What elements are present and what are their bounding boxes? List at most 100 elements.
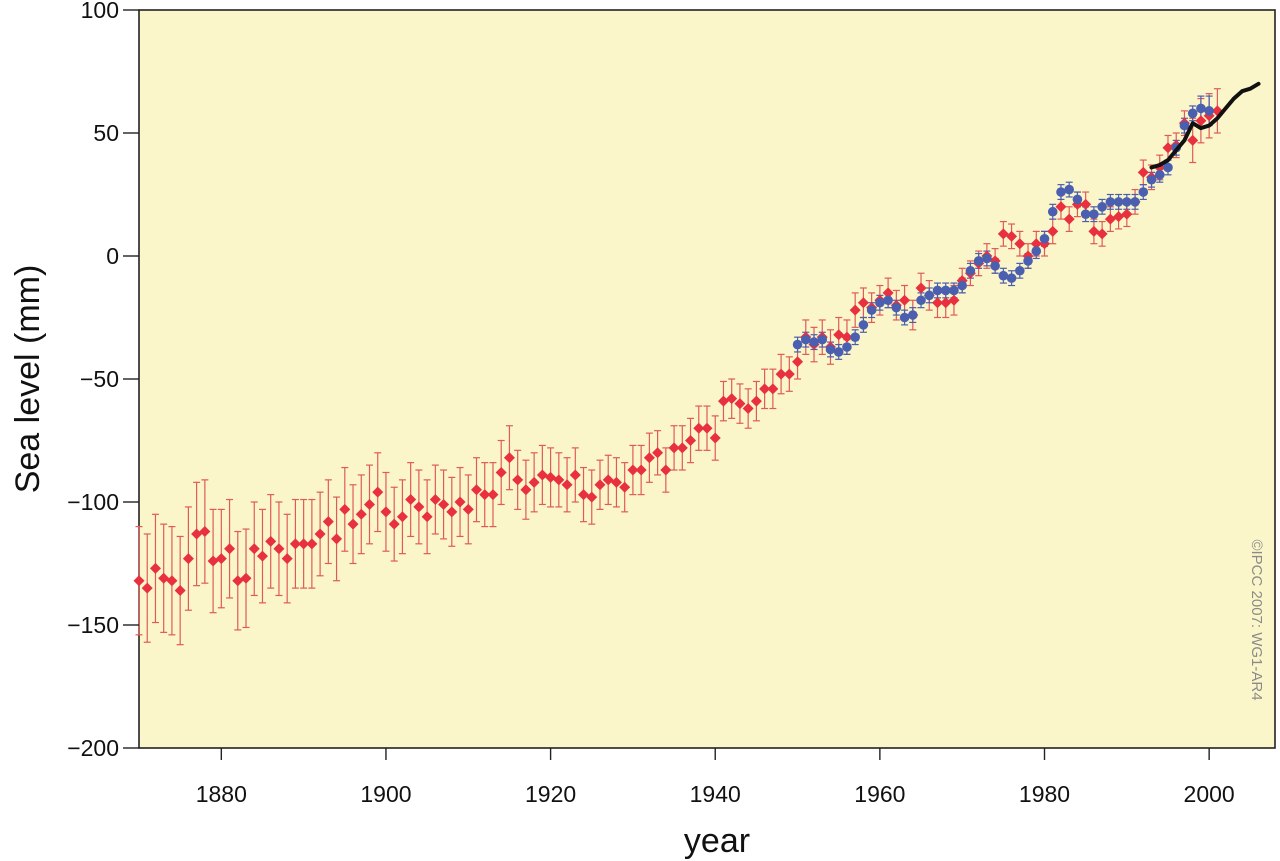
tide-gauge-reconstruction-point bbox=[907, 310, 918, 320]
tide-gauge-point bbox=[693, 422, 705, 434]
tide-gauge-reconstruction-point bbox=[1196, 103, 1206, 114]
tide-gauge-point bbox=[454, 496, 466, 508]
tide-gauge-point bbox=[915, 282, 927, 294]
tide-gauge-point bbox=[775, 368, 787, 380]
tide-gauge-point bbox=[438, 498, 450, 510]
tide-gauge-point bbox=[602, 474, 614, 486]
tide-gauge-reconstruction-point bbox=[800, 334, 811, 345]
tide-gauge-point bbox=[783, 368, 795, 380]
tide-gauge-point bbox=[405, 494, 417, 506]
tide-gauge-reconstruction-point bbox=[866, 305, 877, 315]
tide-gauge-reconstruction-point bbox=[1047, 206, 1058, 217]
tide-gauge-point bbox=[1121, 208, 1133, 220]
tide-gauge-reconstruction-point bbox=[1179, 120, 1190, 131]
tide-gauge-point bbox=[553, 474, 565, 486]
tide-gauge-point bbox=[841, 331, 853, 343]
tide-gauge-point bbox=[224, 543, 236, 555]
tide-gauge-point bbox=[281, 553, 293, 565]
tide-gauge-reconstruction-point bbox=[842, 342, 852, 352]
tide-gauge-reconstruction-point bbox=[1187, 108, 1198, 119]
tide-gauge-point bbox=[413, 501, 425, 513]
tide-gauge-point bbox=[701, 422, 713, 434]
tide-gauge-reconstruction-point bbox=[891, 302, 902, 313]
tide-gauge-point bbox=[726, 393, 738, 405]
y-axis-title: Sea level (mm) bbox=[9, 265, 47, 494]
tide-gauge-point bbox=[306, 538, 318, 550]
tide-gauge-reconstruction-point bbox=[1056, 187, 1066, 197]
tide-gauge-point bbox=[833, 329, 845, 341]
tide-gauge-point bbox=[215, 553, 227, 565]
tide-gauge-reconstruction-point bbox=[1039, 233, 1050, 244]
tide-gauge-point bbox=[528, 476, 540, 488]
tide-gauge-point bbox=[1063, 213, 1075, 225]
tide-gauge-point bbox=[1047, 225, 1059, 237]
tide-gauge-point bbox=[750, 395, 762, 407]
tide-gauge-point bbox=[545, 471, 557, 483]
tide-gauge-point bbox=[158, 572, 170, 584]
tide-gauge-reconstruction-point bbox=[1122, 197, 1132, 207]
tide-gauge-point bbox=[1080, 198, 1092, 210]
tide-gauge-point bbox=[191, 528, 203, 540]
tide-gauge-point bbox=[273, 543, 285, 555]
tide-gauge-point bbox=[1195, 115, 1207, 127]
tide-gauge-point bbox=[709, 432, 721, 444]
tide-gauge-point bbox=[940, 297, 952, 309]
x-tick-label: 1900 bbox=[360, 781, 411, 807]
tide-gauge-point bbox=[363, 498, 375, 510]
tide-gauge-reconstruction-point bbox=[1023, 256, 1033, 266]
tide-gauge-point bbox=[1113, 211, 1125, 223]
tide-gauge-reconstruction-point bbox=[883, 295, 893, 306]
tide-gauge-point bbox=[289, 538, 301, 550]
tide-gauge-point bbox=[660, 464, 672, 476]
x-tick-label: 1960 bbox=[854, 781, 905, 807]
tide-gauge-reconstruction-point bbox=[957, 280, 967, 291]
tide-gauge-point bbox=[668, 442, 680, 454]
tide-gauge-reconstruction-point bbox=[1130, 197, 1140, 207]
tide-gauge-point bbox=[182, 553, 194, 565]
x-tick-label: 1880 bbox=[196, 781, 247, 807]
tide-gauge-point bbox=[1014, 238, 1026, 250]
tide-gauge-point bbox=[396, 511, 408, 523]
tide-gauge-point bbox=[446, 506, 458, 518]
tide-gauge-point bbox=[479, 489, 491, 501]
tide-gauge-point bbox=[997, 228, 1009, 240]
tide-gauge-reconstruction-point bbox=[899, 312, 910, 323]
tide-gauge-point bbox=[174, 585, 186, 597]
tide-gauge-point bbox=[569, 469, 581, 481]
tide-gauge-reconstruction-point bbox=[1015, 265, 1025, 276]
tide-gauge-point bbox=[199, 526, 211, 538]
tide-gauge-point bbox=[248, 543, 260, 555]
tide-gauge-point bbox=[487, 489, 499, 501]
tide-gauge-point bbox=[240, 572, 252, 584]
tide-gauge-point bbox=[1030, 238, 1042, 250]
tide-gauge-point bbox=[610, 476, 622, 488]
tide-gauge-point bbox=[166, 575, 178, 587]
tide-gauge-point bbox=[536, 469, 548, 481]
tide-gauge-point bbox=[742, 403, 754, 415]
y-axis: −200 −150 −100 −50 0 50 100 bbox=[67, 0, 139, 761]
tide-gauge-reconstruction-point bbox=[1031, 246, 1042, 256]
tide-gauge-reconstruction-point bbox=[924, 290, 935, 301]
tide-gauge-reconstruction-point bbox=[916, 295, 926, 306]
tide-gauge-point bbox=[857, 297, 869, 309]
tide-gauge-point bbox=[339, 503, 351, 515]
tide-gauge-point bbox=[643, 452, 655, 464]
y-tick-label: −100 bbox=[67, 489, 119, 515]
tide-gauge-point bbox=[355, 508, 367, 520]
tide-gauge-point bbox=[1187, 134, 1199, 146]
tide-gauge-point bbox=[429, 494, 441, 506]
tide-gauge-point bbox=[1055, 201, 1067, 213]
tide-gauge-point bbox=[948, 294, 960, 306]
tide-gauge-point bbox=[1104, 213, 1116, 225]
x-tick-label: 2000 bbox=[1184, 781, 1235, 807]
tide-gauge-point bbox=[734, 398, 746, 410]
tide-gauge-point bbox=[1162, 142, 1174, 154]
tide-gauge-point bbox=[388, 518, 400, 530]
tide-gauge-point bbox=[676, 442, 688, 454]
tide-gauge-point bbox=[635, 464, 647, 476]
tide-gauge-reconstruction-point bbox=[990, 261, 1000, 271]
tide-gauge-reconstruction-point bbox=[1154, 170, 1165, 180]
tide-gauge-point bbox=[931, 297, 943, 309]
tide-gauge-point bbox=[1006, 230, 1018, 242]
